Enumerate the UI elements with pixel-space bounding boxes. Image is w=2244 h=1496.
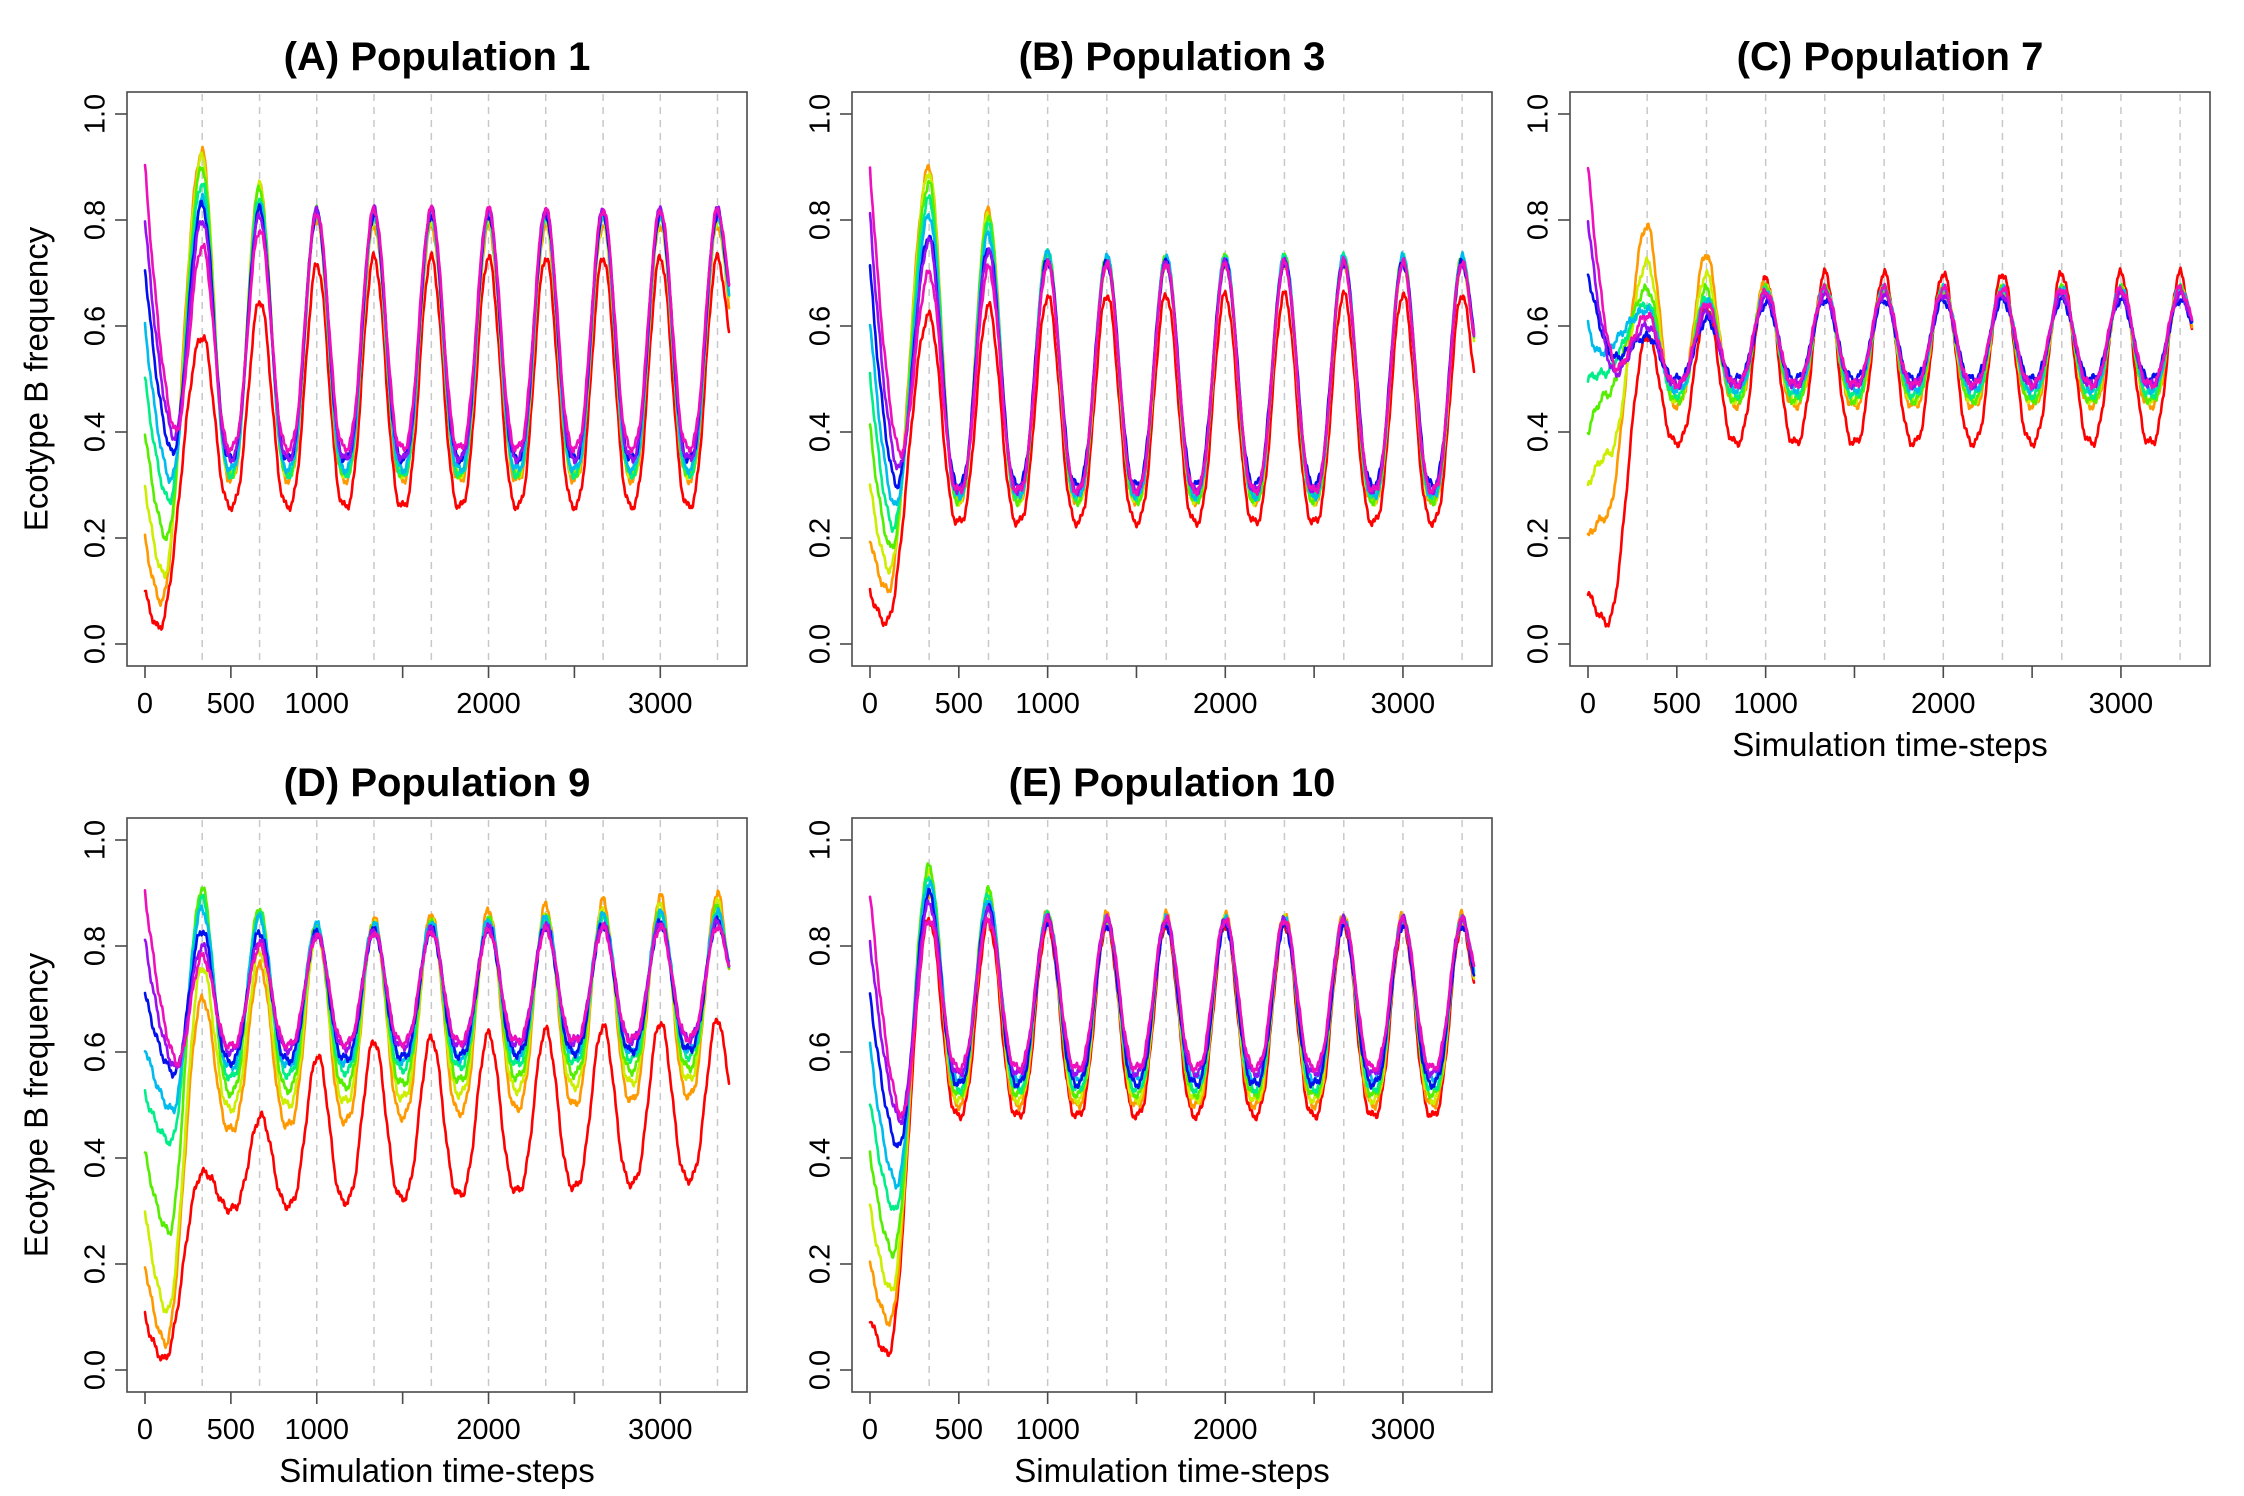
series-line-9 <box>868 166 1476 497</box>
y-tick-label: 0.0 <box>805 1350 837 1390</box>
y-tick-label: 0.2 <box>805 1244 837 1284</box>
x-axis-label: Simulation time-steps <box>279 1452 594 1489</box>
x-tick-label: 500 <box>935 688 983 720</box>
series-line-6 <box>143 904 731 1115</box>
x-tick-label: 3000 <box>628 688 693 720</box>
y-tick-label: 0.8 <box>80 200 112 240</box>
y-tick-label: 0.6 <box>805 1032 837 1072</box>
y-tick-label: 0.0 <box>1523 624 1555 664</box>
y-tick-label: 0.4 <box>1523 412 1555 452</box>
series-line-1 <box>868 289 1476 628</box>
y-tick-label: 0.4 <box>80 1138 112 1178</box>
x-tick-label: 500 <box>207 688 255 720</box>
y-tick-label: 1.0 <box>805 820 837 860</box>
series-line-2 <box>143 145 731 607</box>
plot-frame <box>1569 91 2211 667</box>
series-line-2 <box>868 164 1476 594</box>
series-line-1 <box>1586 266 2194 628</box>
x-tick-label: 3000 <box>628 1414 693 1446</box>
y-tick-label: 0.2 <box>1523 518 1555 558</box>
series-line-1 <box>143 1017 731 1362</box>
panel-title: (C) Population 7 <box>1737 35 2044 79</box>
plot-frame <box>851 817 1493 1393</box>
panel-1: 0 500 1000 2000 3000 0.0 0.2 0.4 0.6 0.8 1.0 (A) Po… <box>18 35 748 720</box>
x-tick-label: 500 <box>935 1414 983 1446</box>
plot-frame <box>126 91 748 667</box>
panel-title: (B) Population 3 <box>1019 35 1326 79</box>
y-tick-label: 0.6 <box>80 306 112 346</box>
y-tick-label: 0.8 <box>805 200 837 240</box>
x-tick-label: 3000 <box>1371 688 1436 720</box>
series-line-3 <box>868 172 1476 575</box>
x-tick-label: 1000 <box>1015 688 1080 720</box>
x-tick-label: 0 <box>137 688 153 720</box>
x-tick-label: 2000 <box>456 1414 521 1446</box>
x-tick-label: 2000 <box>456 688 521 720</box>
y-tick-label: 0.6 <box>1523 306 1555 346</box>
y-tick-label: 0.2 <box>805 518 837 558</box>
x-tick-label: 2000 <box>1193 688 1258 720</box>
series-line-4 <box>143 165 731 542</box>
y-tick-label: 1.0 <box>1523 94 1555 134</box>
series-line-9 <box>868 895 1476 1119</box>
y-tick-label: 0.2 <box>80 518 112 558</box>
series-line-9 <box>1586 166 2194 391</box>
series-line-2 <box>143 889 731 1350</box>
y-tick-label: 0.4 <box>80 412 112 452</box>
x-tick-label: 1000 <box>1015 1414 1080 1446</box>
series-line-1 <box>143 251 731 631</box>
y-axis-label: Ecotype B frequency <box>18 952 55 1257</box>
y-tick-label: 0.0 <box>80 624 112 664</box>
panel-2: 0 500 1000 2000 3000 0.0 0.2 0.4 0.6 0.8 1.0 (B) Po… <box>805 35 1493 720</box>
panel-3: 0 500 1000 2000 3000 0.0 0.2 0.4 0.6 0.8 1.0 (C) Po… <box>1523 35 2211 763</box>
y-tick-label: 0.8 <box>1523 200 1555 240</box>
y-axis-label: Ecotype B frequency <box>18 226 55 531</box>
y-tick-label: 0.6 <box>80 1032 112 1072</box>
series-line-9 <box>143 889 731 1068</box>
series-line-6 <box>868 879 1476 1190</box>
x-tick-label: 1000 <box>1733 688 1798 720</box>
x-tick-label: 3000 <box>1371 1414 1436 1446</box>
y-tick-label: 0.2 <box>80 1244 112 1284</box>
x-axis-label: Simulation time-steps <box>1732 726 2047 763</box>
y-tick-label: 0.4 <box>805 1138 837 1178</box>
x-tick-label: 2000 <box>1193 1414 1258 1446</box>
y-tick-label: 0.6 <box>805 306 837 346</box>
plot-frame <box>851 91 1493 667</box>
y-tick-label: 0.0 <box>805 624 837 664</box>
x-tick-label: 500 <box>1653 688 1701 720</box>
x-tick-label: 0 <box>862 688 878 720</box>
panel-4: 0 500 1000 2000 3000 0.0 0.2 0.4 0.6 0.8 1.0 (D) Po… <box>18 761 748 1489</box>
y-tick-label: 0.0 <box>80 1350 112 1390</box>
y-tick-label: 1.0 <box>805 94 837 134</box>
x-tick-label: 1000 <box>285 1414 350 1446</box>
panel-title: (D) Population 9 <box>284 761 591 805</box>
x-tick-label: 0 <box>1580 688 1596 720</box>
panel-title: (A) Population 1 <box>284 35 591 79</box>
x-tick-label: 2000 <box>1911 688 1976 720</box>
x-tick-label: 1000 <box>285 688 350 720</box>
x-tick-label: 500 <box>207 1414 255 1446</box>
y-tick-label: 1.0 <box>80 94 112 134</box>
series-line-9 <box>143 163 731 455</box>
y-tick-label: 0.8 <box>805 926 837 966</box>
x-tick-label: 0 <box>862 1414 878 1446</box>
x-axis-label: Simulation time-steps <box>1014 1452 1329 1489</box>
panel-title: (E) Population 10 <box>1009 761 1336 805</box>
x-tick-label: 0 <box>137 1414 153 1446</box>
y-tick-label: 1.0 <box>80 820 112 860</box>
series-line-3 <box>143 897 731 1314</box>
series-line-1 <box>868 916 1476 1358</box>
y-tick-label: 0.4 <box>805 412 837 452</box>
panel-5: 0 500 1000 2000 3000 0.0 0.2 0.4 0.6 0.8 1.0 (E) Po… <box>805 761 1493 1489</box>
x-tick-label: 3000 <box>2089 688 2154 720</box>
y-tick-label: 0.8 <box>80 926 112 966</box>
series-line-3 <box>143 151 731 580</box>
plot-frame <box>126 817 748 1393</box>
